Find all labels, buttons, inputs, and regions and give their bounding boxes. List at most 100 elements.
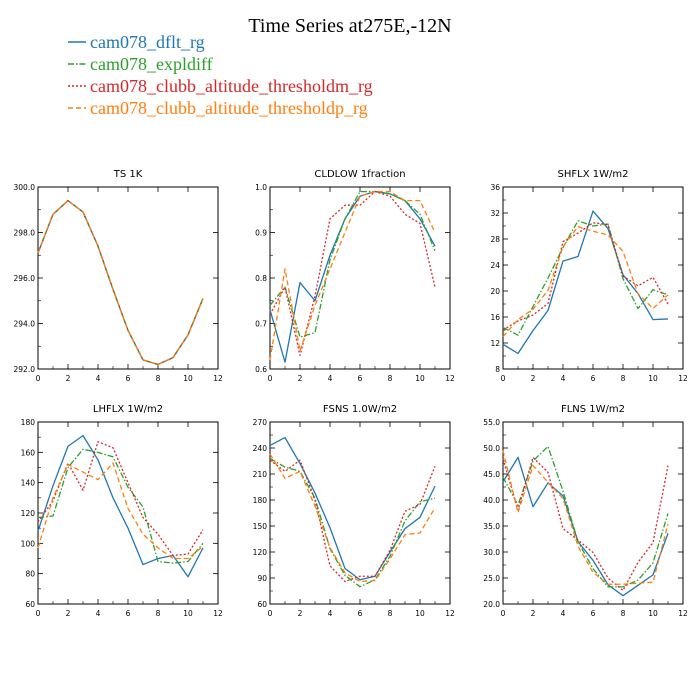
x-tick-label: 12 bbox=[213, 374, 223, 383]
y-tick-label: 160 bbox=[21, 448, 36, 457]
x-tick-label: 10 bbox=[648, 609, 658, 618]
series-line-cam078-dflt-rg bbox=[37, 434, 204, 578]
x-tick-label: 10 bbox=[415, 609, 425, 618]
y-tick-label: 36 bbox=[490, 183, 500, 192]
x-tick-label: 6 bbox=[591, 609, 596, 618]
series-line-cam078-clubb-altitude-thresholdm-rg bbox=[37, 199, 204, 366]
x-tick-label: 6 bbox=[126, 609, 131, 618]
panel-fsns: FSNS 1.0W/m2 0 2 4 6 8 10 12 60 90 120 150 180 210 240… bbox=[253, 404, 455, 618]
y-tick-label: 294.0 bbox=[14, 320, 36, 329]
y-tick-label: 45.0 bbox=[483, 470, 500, 479]
series-line-cam078-dflt-rg bbox=[269, 436, 436, 581]
x-tick-label: 8 bbox=[156, 374, 161, 383]
x-tick-label: 0 bbox=[36, 374, 41, 383]
x-tick-label: 10 bbox=[183, 374, 193, 383]
x-tick-label: 4 bbox=[328, 609, 333, 618]
x-tick-label: 6 bbox=[358, 609, 363, 618]
series-line-cam078-clubb-altitude-thresholdp-rg bbox=[502, 225, 669, 337]
y-tick-label: 0.8 bbox=[255, 274, 267, 283]
x-tick-label: 4 bbox=[328, 374, 333, 383]
x-tick-label: 4 bbox=[561, 374, 566, 383]
y-tick-label: 20.0 bbox=[483, 600, 500, 609]
y-tick-label: 298.0 bbox=[14, 229, 36, 238]
panel-title: FSNS 1.0W/m2 bbox=[323, 404, 397, 415]
y-tick-label: 0.6 bbox=[255, 365, 267, 374]
x-tick-label: 12 bbox=[445, 374, 455, 383]
y-tick-label: 60 bbox=[257, 600, 267, 609]
y-tick-label: 24 bbox=[490, 261, 500, 270]
x-tick-label: 12 bbox=[678, 609, 688, 618]
y-tick-label: 28 bbox=[490, 235, 500, 244]
x-tick-label: 2 bbox=[298, 374, 303, 383]
y-tick-label: 180 bbox=[21, 418, 36, 427]
x-tick-label: 8 bbox=[621, 374, 626, 383]
y-tick-label: 35.0 bbox=[483, 522, 500, 531]
y-tick-label: 300.0 bbox=[14, 183, 36, 192]
y-tick-label: 16 bbox=[490, 313, 500, 322]
y-tick-label: 80 bbox=[25, 570, 35, 579]
series-line-cam078-expldiff bbox=[37, 199, 204, 366]
series-line-cam078-clubb-altitude-thresholdp-rg bbox=[37, 462, 204, 560]
y-tick-label: 240 bbox=[253, 444, 268, 453]
y-tick-label: 40.0 bbox=[483, 496, 500, 505]
series-line-cam078-expldiff bbox=[37, 448, 204, 564]
x-tick-label: 2 bbox=[66, 609, 71, 618]
x-tick-label: 0 bbox=[501, 374, 506, 383]
series-line-cam078-expldiff bbox=[502, 220, 669, 336]
panel-ts: TS 1K 0 2 4 6 8 10 12 292.0 294.0 296.0 298.0 300.0 bbox=[14, 169, 223, 383]
x-tick-label: 10 bbox=[415, 374, 425, 383]
y-tick-label: 150 bbox=[253, 522, 268, 531]
y-tick-label: 1.0 bbox=[255, 183, 267, 192]
y-tick-label: 50.0 bbox=[483, 444, 500, 453]
legend-label-cam078-clubb-altitude-thresholdp-rg: cam078_clubb_altitude_thresholdp_rg bbox=[90, 98, 368, 118]
y-tick-label: 60 bbox=[25, 600, 35, 609]
series-line-cam078-clubb-altitude-thresholdp-rg bbox=[269, 190, 436, 361]
y-tick-label: 270 bbox=[253, 418, 268, 427]
x-tick-label: 4 bbox=[96, 609, 101, 618]
panel-title: CLDLOW 1fraction bbox=[314, 169, 405, 180]
x-tick-label: 8 bbox=[621, 609, 626, 618]
x-tick-label: 6 bbox=[591, 374, 596, 383]
y-tick-label: 8 bbox=[495, 365, 500, 374]
legend: cam078_dflt_rgcam078_expldiffcam078_club… bbox=[68, 32, 373, 118]
plot-frame bbox=[502, 421, 684, 605]
y-tick-label: 90 bbox=[257, 574, 267, 583]
x-tick-label: 0 bbox=[268, 374, 273, 383]
x-tick-label: 8 bbox=[388, 609, 393, 618]
y-tick-label: 0.7 bbox=[255, 320, 267, 329]
y-tick-label: 30.0 bbox=[483, 548, 500, 557]
y-tick-label: 100 bbox=[21, 539, 36, 548]
y-tick-label: 55.0 bbox=[483, 418, 500, 427]
x-tick-label: 10 bbox=[183, 609, 193, 618]
x-tick-label: 12 bbox=[213, 609, 223, 618]
y-tick-label: 120 bbox=[21, 509, 36, 518]
series-line-cam078-expldiff bbox=[269, 457, 436, 588]
x-tick-label: 8 bbox=[156, 609, 161, 618]
series-line-cam078-clubb-altitude-thresholdp-rg bbox=[269, 453, 436, 583]
x-tick-label: 12 bbox=[445, 609, 455, 618]
y-tick-label: 20 bbox=[490, 287, 500, 296]
y-tick-label: 32 bbox=[490, 209, 500, 218]
panel-cldlow: CLDLOW 1fraction 0 2 4 6 8 10 12 0.6 0.7 0.8 0.9 1.0 bbox=[255, 169, 455, 383]
plot-frame bbox=[37, 421, 219, 605]
y-tick-label: 292.0 bbox=[14, 365, 36, 374]
y-tick-label: 296.0 bbox=[14, 274, 36, 283]
y-tick-label: 210 bbox=[253, 470, 268, 479]
y-tick-label: 120 bbox=[253, 548, 268, 557]
legend-label-cam078-expldiff: cam078_expldiff bbox=[90, 54, 213, 74]
x-tick-label: 2 bbox=[298, 609, 303, 618]
series-line-cam078-expldiff bbox=[269, 190, 436, 338]
series-line-cam078-clubb-altitude-thresholdm-rg bbox=[269, 190, 436, 357]
y-tick-label: 12 bbox=[490, 339, 500, 348]
panel-lhflx: LHFLX 1W/m2 0 2 4 6 8 10 12 60 80 100 120 140 160 180 bbox=[21, 404, 223, 618]
y-tick-label: 0.9 bbox=[255, 229, 267, 238]
series-line-cam078-clubb-altitude-thresholdp-rg bbox=[37, 199, 204, 366]
x-tick-label: 8 bbox=[388, 374, 393, 383]
x-tick-label: 2 bbox=[66, 374, 71, 383]
plot-frame bbox=[37, 186, 219, 370]
series-line-cam078-dflt-rg bbox=[502, 210, 669, 355]
x-tick-label: 0 bbox=[501, 609, 506, 618]
y-tick-label: 180 bbox=[253, 496, 268, 505]
